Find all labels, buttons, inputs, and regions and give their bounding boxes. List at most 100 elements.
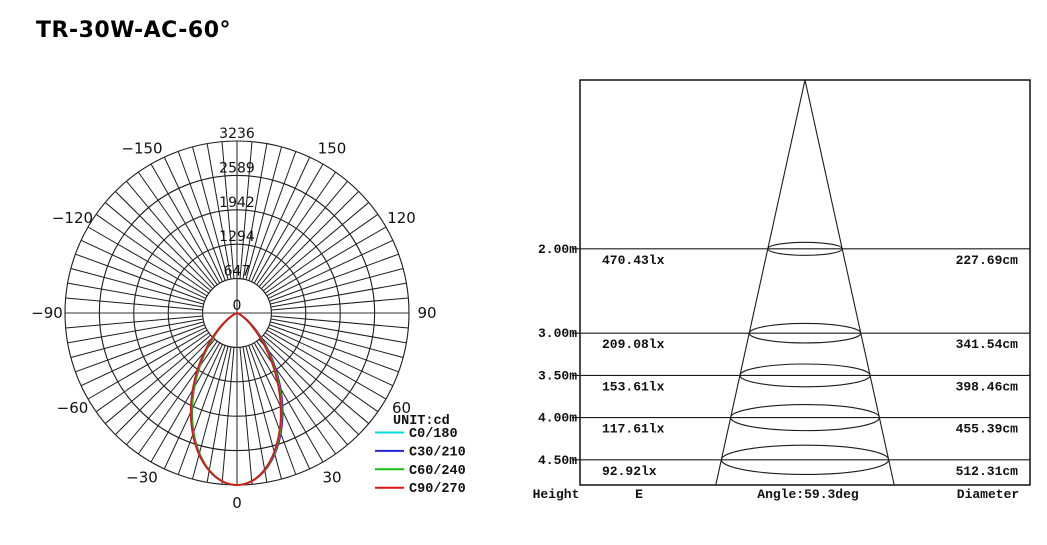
diameter-label: 227.69cm [956, 253, 1019, 268]
polar-spoke [115, 336, 214, 435]
polar-spoke [248, 151, 297, 281]
legend-label-C90-270: C90/270 [409, 482, 466, 497]
radial-tick-label: 1294 [219, 229, 255, 245]
polar-spoke [163, 156, 223, 283]
polar-spoke [270, 318, 407, 344]
polar-spoke [95, 213, 210, 294]
radial-tick-label: 2589 [219, 160, 255, 176]
beam-ellipse [720, 444, 890, 475]
polar-spoke [239, 141, 253, 279]
polar-spoke [65, 315, 203, 329]
polar-spoke [263, 202, 370, 292]
polar-spoke [192, 146, 229, 280]
polar-spoke [67, 318, 204, 344]
polar-spoke [260, 336, 359, 435]
polar-spoke [221, 347, 235, 485]
cone-row: 3.00m 209.08lx 341.54cm [538, 322, 1030, 352]
polar-spoke [80, 327, 207, 387]
polar-spoke [70, 321, 204, 358]
page-title: TR-30W-AC-60° [36, 18, 232, 43]
polar-spoke [87, 226, 208, 297]
beam-ellipse [739, 363, 871, 388]
polar-spoke [258, 180, 348, 287]
polar-spoke [267, 239, 394, 299]
polar-spoke [270, 268, 404, 305]
polar-spoke [206, 346, 232, 483]
angle-label: 150 [318, 139, 347, 157]
polar-spoke [242, 143, 268, 280]
illuminance-label: 470.43lx [602, 253, 665, 268]
polar-spoke [221, 141, 235, 279]
height-label: 4.00m [538, 411, 577, 426]
footer-diameter-label: Diameter [957, 487, 1019, 502]
polar-spoke [271, 315, 409, 329]
polar-spoke [251, 156, 311, 283]
angle-label: −150 [121, 139, 162, 157]
polar-spoke [177, 151, 226, 281]
radial-tick-label: 1942 [219, 195, 255, 211]
height-label: 3.00m [538, 326, 577, 341]
angle-label: −60 [57, 399, 89, 417]
cone-row: 4.00m 117.61lx 455.39cm [538, 404, 1030, 437]
angle-label: −120 [52, 209, 93, 227]
polar-spoke [269, 253, 399, 302]
beam-ellipse [748, 322, 862, 344]
polar-spoke [242, 346, 268, 483]
polar-spoke [177, 345, 226, 475]
polar-spoke [192, 346, 229, 480]
polar-spoke [266, 226, 387, 297]
footer-height-label: Height [533, 487, 580, 502]
polar-spoke [104, 334, 211, 424]
height-label: 3.50m [538, 368, 577, 383]
illuminance-label: 117.61lx [602, 422, 665, 437]
polar-intensity-chart: 0 647 1294 1942 2589 3236 −150 −120 −90 −60 −30 0 30… [31, 126, 466, 512]
diameter-label: 455.39cm [956, 422, 1019, 437]
polar-spoke [67, 282, 204, 308]
angle-label: −90 [31, 304, 63, 322]
polar-spoke [258, 339, 348, 446]
polar-spoke [269, 324, 399, 373]
polar-spoke [126, 339, 216, 446]
diameter-label: 341.54cm [956, 337, 1019, 352]
legend-label-C0-180: C0/180 [409, 427, 458, 442]
cone-row: 4.50m 92.92lx 512.31cm [538, 444, 1030, 479]
legend-label-C30-210: C30/210 [409, 445, 466, 460]
polar-spoke [260, 191, 359, 290]
polar-spoke [248, 345, 297, 475]
polar-spoke [137, 171, 218, 286]
polar-spoke [87, 329, 208, 400]
illuminance-label: 209.08lx [602, 337, 665, 352]
polar-spoke [104, 202, 211, 292]
intensity-curves [189, 312, 284, 486]
polar-spoke [267, 327, 394, 387]
radial-tick-label: 3236 [219, 126, 255, 142]
polar-spoke [70, 268, 204, 305]
footer-angle-label: Angle:59.3deg [757, 487, 859, 502]
polar-spoke [256, 171, 337, 286]
illuminance-label: 153.61lx [602, 379, 665, 394]
legend-unit-label: UNIT:cd [393, 414, 450, 429]
angle-label: 120 [387, 209, 416, 227]
diameter-label: 512.31cm [956, 464, 1019, 479]
polar-spoke [266, 329, 387, 400]
angle-labels: −150 −120 −90 −60 −30 0 30 60 90 120 150 [31, 139, 436, 512]
polar-spoke [115, 191, 214, 290]
beam-ellipse [767, 241, 843, 256]
polar-spoke [80, 239, 207, 299]
polar-spoke [271, 297, 409, 311]
polar-spoke [150, 342, 221, 463]
footer-e-label: E [635, 487, 643, 502]
polar-spoke [95, 332, 210, 413]
angle-label: 60 [392, 399, 411, 417]
beam-ellipse [730, 404, 880, 432]
angle-label: 0 [232, 494, 242, 512]
polar-grid [64, 140, 410, 486]
polar-spoke [150, 163, 221, 284]
polar-spoke [75, 253, 205, 302]
polar-spoke [137, 340, 218, 455]
polar-spoke [270, 282, 407, 308]
polar-spoke [253, 163, 324, 284]
polar-spoke [245, 346, 282, 480]
angle-label: 90 [417, 304, 436, 322]
